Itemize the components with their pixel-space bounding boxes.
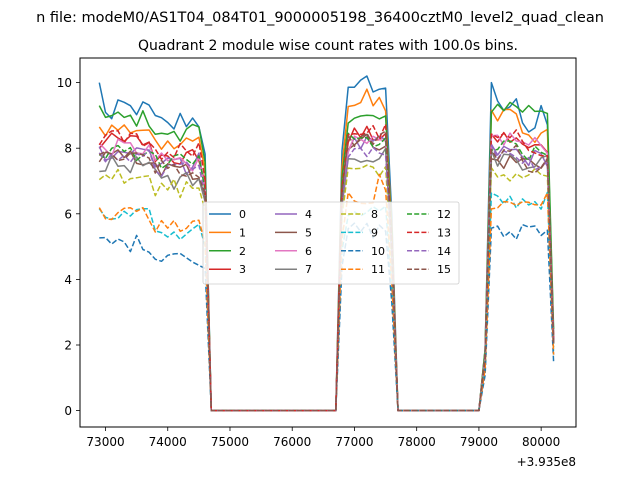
x-offset-label: +3.935e8 [517,455,576,469]
y-tick-label: 10 [57,76,72,90]
x-tick-label: 79000 [460,435,498,449]
axes-frame [79,57,577,428]
legend-box [202,201,460,285]
y-tick-label: 8 [64,142,72,156]
legend-label-5: 5 [305,226,312,239]
legend-label-6: 6 [305,245,312,258]
legend-label-11: 11 [371,263,385,276]
x-tick-label: 73000 [86,435,124,449]
legend-label-15: 15 [437,263,451,276]
plot-lines [98,75,555,412]
x-tick-label: 78000 [398,435,436,449]
chart-title: Quadrant 2 module wise count rates with … [138,38,518,54]
legend-label-2: 2 [239,245,246,258]
y-tick-label: 2 [64,339,72,353]
legend-label-4: 4 [305,208,312,221]
figure-suptitle: n file: modeM0/AS1T04_084T01_9000005198_… [36,10,604,26]
legend-label-13: 13 [437,226,451,239]
x-axis: 73000 74000 75000 76000 77000 78000 79000 80000 [86,427,560,449]
y-tick-label: 0 [64,404,72,418]
y-axis: 0 2 4 6 8 10 [57,76,80,418]
x-tick-label: 74000 [149,435,187,449]
legend-label-12: 12 [437,208,451,221]
x-tick-label: 80000 [522,435,560,449]
legend-label-10: 10 [371,245,385,258]
x-tick-label: 75000 [211,435,249,449]
legend-label-7: 7 [305,263,312,276]
legend-label-8: 8 [371,208,378,221]
legend-label-9: 9 [371,226,378,239]
y-tick-label: 6 [64,207,72,221]
legend-label-1: 1 [239,226,246,239]
y-tick-label: 4 [64,273,72,287]
legend-label-14: 14 [437,245,451,258]
x-tick-label: 77000 [335,435,373,449]
legend-label-0: 0 [239,208,246,221]
series-line-15 [98,130,555,412]
legend-label-3: 3 [239,263,246,276]
x-tick-label: 76000 [273,435,311,449]
